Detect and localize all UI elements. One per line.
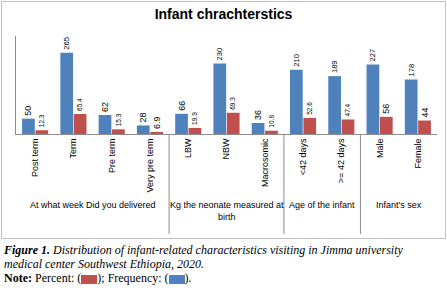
svg-text:Male: Male (375, 139, 385, 159)
svg-text:189: 189 (330, 60, 339, 73)
svg-text:50: 50 (23, 106, 33, 116)
svg-text:56: 56 (381, 104, 391, 114)
svg-text:<42 days: <42 days (298, 138, 308, 175)
svg-text:210: 210 (292, 54, 301, 67)
svg-text:10.8: 10.8 (268, 115, 275, 128)
svg-text:NBW: NBW (221, 138, 231, 160)
svg-text:178: 178 (407, 64, 416, 77)
svg-text:15.3: 15.3 (115, 113, 122, 126)
svg-text:Very pre term: Very pre term (145, 139, 155, 193)
html-text:Figure 1. Distribution of infa: Figure 1. Distribution of infant-related… (4, 243, 403, 271)
svg-text:28: 28 (138, 112, 148, 122)
svg-text:69.3: 69.3 (229, 97, 236, 110)
svg-text:LBW: LBW (183, 138, 193, 158)
svg-text:Female: Female (413, 139, 423, 169)
html-text:); Frequency: (: ); Frequency: ( (97, 271, 169, 285)
svg-text:Macrosomic: Macrosomic (260, 138, 270, 187)
svg-text:Term: Term (68, 139, 78, 159)
svg-text:62: 62 (100, 102, 110, 112)
svg-text:66: 66 (177, 101, 187, 111)
svg-text:At what week Did you delivered: At what week Did you delivered (30, 200, 156, 210)
svg-text:44: 44 (420, 108, 430, 118)
svg-text:Pre term: Pre term (107, 139, 117, 174)
svg-text:19.9: 19.9 (191, 112, 198, 125)
svg-text:>= 42 days: >= 42 days (336, 138, 346, 183)
svg-text:Infant's sex: Infant's sex (376, 200, 422, 210)
svg-text:265: 265 (62, 37, 71, 50)
svg-text:65.4: 65.4 (76, 98, 83, 111)
svg-text:Age of the infant: Age of the infant (289, 200, 355, 210)
svg-text:52.6: 52.6 (306, 102, 313, 115)
svg-text:230: 230 (215, 48, 224, 61)
svg-text:Infant chrachterstics: Infant chrachterstics (155, 6, 293, 22)
svg-text:47.4: 47.4 (344, 103, 351, 116)
html-text:Note: Percent: (: Note: Percent: ( (4, 271, 82, 285)
svg-text:Kg the neonate measured atbirt: Kg the neonate measured atbirth (170, 200, 284, 222)
svg-text:36: 36 (253, 110, 263, 120)
svg-text:227: 227 (368, 49, 377, 62)
svg-text:Post term: Post term (30, 139, 40, 178)
svg-text:12.3: 12.3 (38, 114, 45, 127)
svg-text:6.9: 6.9 (152, 116, 162, 129)
